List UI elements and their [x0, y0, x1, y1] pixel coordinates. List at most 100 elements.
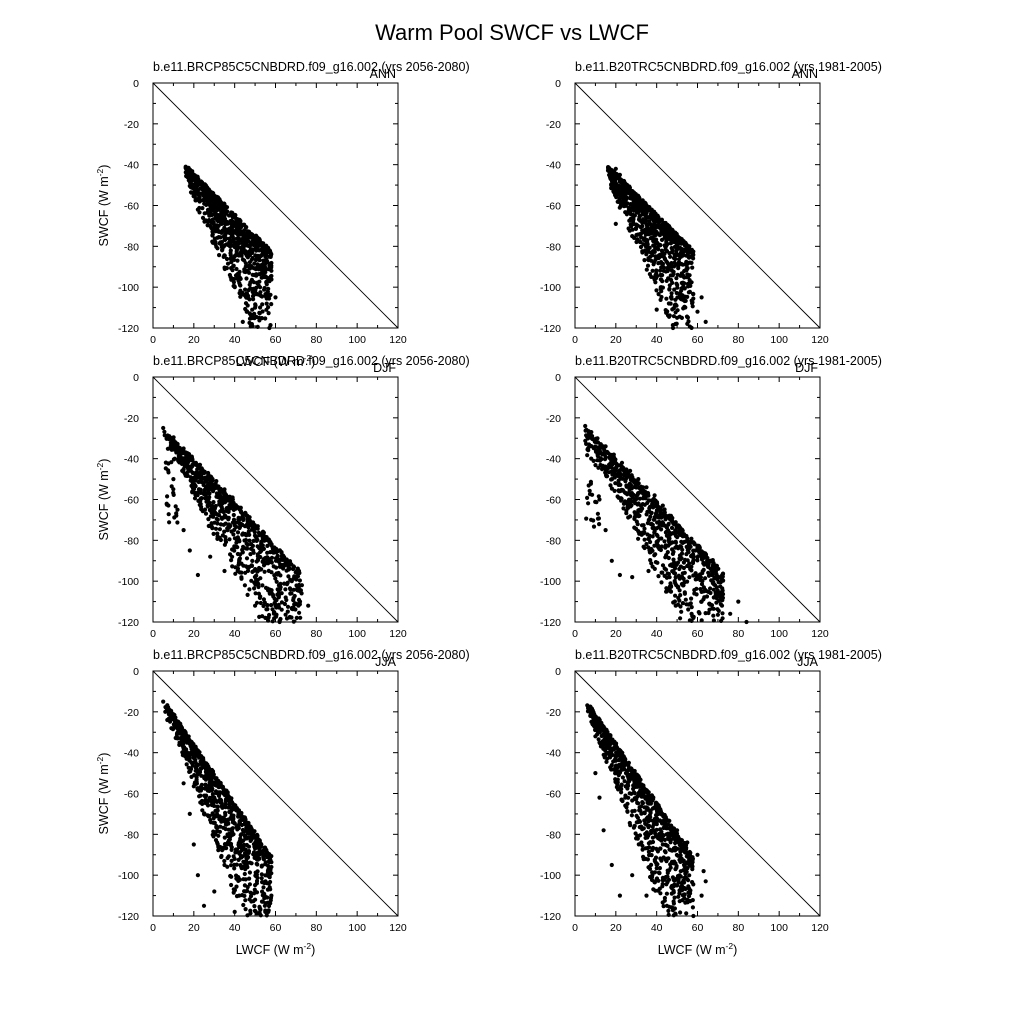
data-point: [696, 543, 701, 549]
data-point: [659, 237, 665, 242]
data-point: [241, 242, 246, 247]
data-point: [185, 473, 190, 478]
data-point: [673, 297, 678, 302]
data-point: [267, 612, 272, 618]
y-tick-label: -60: [124, 495, 139, 507]
y-tick-label: -120: [118, 323, 139, 335]
data-point: [252, 855, 257, 861]
data-point: [247, 860, 253, 865]
data-point: [246, 844, 252, 849]
data-point: [640, 250, 645, 255]
data-point: [586, 442, 592, 447]
data-point: [285, 609, 290, 614]
data-point: [589, 456, 594, 461]
data-point: [238, 229, 243, 235]
data-point: [687, 273, 692, 278]
data-point: [676, 595, 681, 601]
y-tick-label: -80: [546, 241, 561, 253]
data-point: [669, 525, 675, 531]
data-point: [199, 187, 205, 192]
data-point: [219, 854, 224, 860]
data-point: [247, 831, 252, 836]
data-point: [624, 475, 629, 480]
panel-grid: b.e11.BRCP85C5CNBDRD.f09_g16.002 (yrs 20…: [95, 60, 882, 957]
y-tick-label: -20: [546, 119, 561, 131]
x-tick-label: 40: [229, 922, 241, 934]
data-point: [590, 492, 595, 497]
panel-title: b.e11.B20TRC5CNBDRD.f09_g16.002 (yrs 198…: [575, 648, 882, 662]
data-point: [200, 808, 205, 813]
data-point: [190, 489, 195, 494]
data-point: [646, 518, 651, 523]
data-point: [232, 277, 237, 282]
x-tick-label: 120: [389, 334, 407, 346]
data-point: [713, 569, 719, 574]
data-point: [195, 188, 200, 193]
data-point: [675, 244, 680, 249]
data-point: [695, 558, 700, 563]
data-point: [680, 273, 685, 278]
data-point: [711, 587, 716, 592]
data-point: [656, 292, 661, 297]
data-point: [231, 887, 236, 892]
data-point: [233, 850, 238, 855]
data-point: [617, 172, 623, 177]
data-point: [232, 527, 237, 533]
data-point: [252, 287, 257, 292]
data-point: [266, 868, 272, 873]
data-point: [276, 595, 281, 600]
data-point: [264, 847, 269, 853]
data-point: [230, 564, 235, 569]
data-point: [269, 273, 274, 279]
data-point: [298, 615, 303, 620]
scatter-panel: b.e11.B20TRC5CNBDRD.f09_g16.002 (yrs 198…: [540, 354, 882, 640]
y-tick-label: -100: [118, 870, 139, 882]
data-point: [206, 497, 211, 502]
y-axis-label-text: SWCF (W m: [97, 176, 111, 246]
data-point: [587, 488, 592, 493]
y-tick-label: -40: [124, 454, 139, 466]
data-point: [668, 238, 674, 243]
data-point: [263, 585, 269, 591]
data-point: [211, 816, 216, 821]
data-point: [258, 305, 263, 310]
data-point: [656, 216, 661, 222]
data-point: [720, 611, 725, 616]
data-point: [247, 282, 252, 287]
data-point: [200, 215, 206, 220]
data-point: [254, 257, 259, 262]
data-point: [682, 298, 687, 304]
x-tick-label: 60: [270, 922, 282, 934]
data-point: [213, 780, 218, 786]
data-point: [630, 202, 636, 207]
data-point: [641, 544, 646, 549]
data-point: [699, 599, 704, 604]
data-point: [227, 537, 232, 542]
data-point: [297, 578, 302, 583]
x-tick-label: 60: [270, 628, 282, 640]
data-point: [237, 556, 242, 561]
data-point: [636, 239, 641, 244]
data-point: [596, 737, 601, 742]
data-point: [180, 468, 185, 473]
data-point: [179, 742, 184, 747]
data-point: [603, 464, 608, 469]
data-point: [608, 483, 613, 488]
data-point: [680, 601, 686, 606]
data-point: [666, 522, 671, 527]
data-point: [245, 854, 251, 860]
data-point: [701, 585, 707, 590]
data-point: [654, 288, 659, 293]
data-point: [238, 516, 244, 521]
data-point: [240, 854, 245, 859]
data-point: [275, 553, 280, 559]
data-point: [285, 580, 290, 585]
data-point: [187, 758, 192, 763]
data-point: [271, 564, 276, 569]
x-tick-label: 0: [150, 628, 156, 640]
data-point: [218, 494, 223, 499]
data-point: [626, 226, 631, 231]
data-point: [658, 297, 663, 302]
data-point: [647, 219, 652, 224]
data-point: [596, 494, 601, 499]
